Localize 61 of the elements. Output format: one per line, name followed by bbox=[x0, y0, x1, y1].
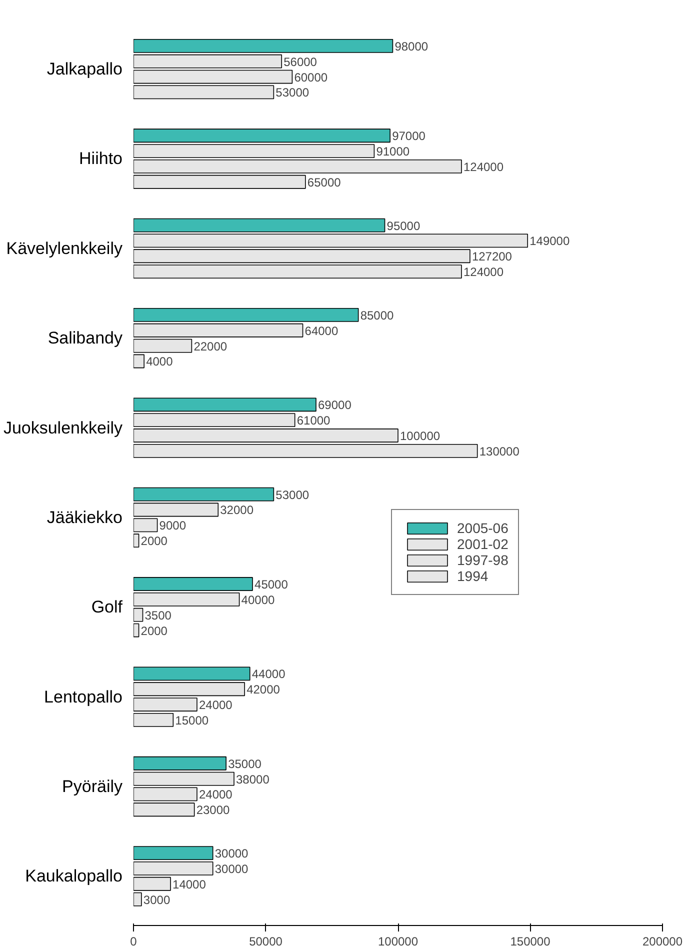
y-tick-label: Kaukalopallo bbox=[25, 866, 123, 886]
data-label: 2000 bbox=[140, 534, 168, 548]
data-label: 45000 bbox=[254, 578, 288, 592]
data-label: 30000 bbox=[214, 846, 249, 861]
data-label: 69000 bbox=[318, 398, 352, 412]
x-tick-label: 100000 bbox=[378, 934, 418, 948]
data-label: 149000 bbox=[530, 234, 570, 248]
data-label: 61000 bbox=[296, 414, 331, 428]
y-tick-label: Golf bbox=[91, 598, 123, 617]
x-tick-label: 0 bbox=[130, 934, 138, 948]
y-tick-label: Lentopallo bbox=[44, 687, 123, 706]
data-label: 40000 bbox=[241, 592, 275, 607]
data-label: 97000 bbox=[392, 129, 426, 144]
y-tick-label: Salibandy bbox=[48, 328, 123, 348]
data-label: 53000 bbox=[276, 86, 310, 100]
x-tick-label: 50000 bbox=[249, 934, 283, 948]
data-label: 9000 bbox=[159, 518, 186, 533]
bar bbox=[134, 85, 274, 100]
data-label: 15000 bbox=[175, 713, 209, 728]
y-tick-label: Pyöräily bbox=[62, 777, 123, 796]
data-label: 44000 bbox=[252, 667, 286, 682]
data-label: 4000 bbox=[146, 354, 174, 369]
data-label: 3500 bbox=[144, 608, 172, 622]
data-label: 23000 bbox=[196, 803, 230, 818]
data-label: 56000 bbox=[284, 54, 318, 69]
data-label: 130000 bbox=[479, 444, 520, 458]
data-label: 85000 bbox=[360, 308, 394, 322]
data-label: 95000 bbox=[386, 218, 420, 233]
x-tick-label: 200000 bbox=[642, 934, 683, 948]
data-label: 60000 bbox=[294, 70, 328, 84]
data-label: 2000 bbox=[140, 624, 168, 638]
data-label: 98000 bbox=[394, 39, 428, 54]
data-label: 24000 bbox=[198, 788, 233, 802]
legend-label: 2005-06 bbox=[457, 520, 508, 536]
data-label: 22000 bbox=[194, 339, 228, 354]
data-label: 32000 bbox=[220, 503, 254, 518]
bar bbox=[134, 218, 386, 232]
data-label: 124000 bbox=[463, 160, 504, 174]
data-label: 124000 bbox=[463, 265, 504, 280]
x-tick-label: 150000 bbox=[510, 934, 551, 948]
data-label: 35000 bbox=[228, 756, 262, 771]
data-label: 30000 bbox=[214, 862, 249, 876]
legend-label: 1994 bbox=[457, 568, 488, 584]
data-label: 3000 bbox=[143, 892, 170, 907]
legend-label: 2001-02 bbox=[457, 536, 508, 552]
data-label: 24000 bbox=[198, 698, 233, 712]
y-tick-label: Jalkapallo bbox=[46, 60, 123, 79]
y-tick-label: Hiihto bbox=[79, 149, 123, 168]
data-label: 53000 bbox=[276, 488, 310, 502]
data-label: 91000 bbox=[376, 144, 410, 159]
y-tick-label: Kävelylenkkeily bbox=[6, 238, 123, 258]
data-label: 127200 bbox=[472, 250, 512, 264]
y-tick-label: Juoksulenkkeily bbox=[3, 418, 123, 438]
legend-label: 1997-98 bbox=[457, 552, 508, 568]
data-label: 14000 bbox=[172, 877, 206, 892]
data-label: 64000 bbox=[304, 324, 338, 338]
data-label: 42000 bbox=[246, 682, 280, 697]
data-label: 38000 bbox=[236, 772, 270, 786]
data-label: 65000 bbox=[307, 175, 342, 190]
data-label: 100000 bbox=[400, 428, 440, 443]
y-tick-label: Jääkiekko bbox=[46, 508, 123, 527]
